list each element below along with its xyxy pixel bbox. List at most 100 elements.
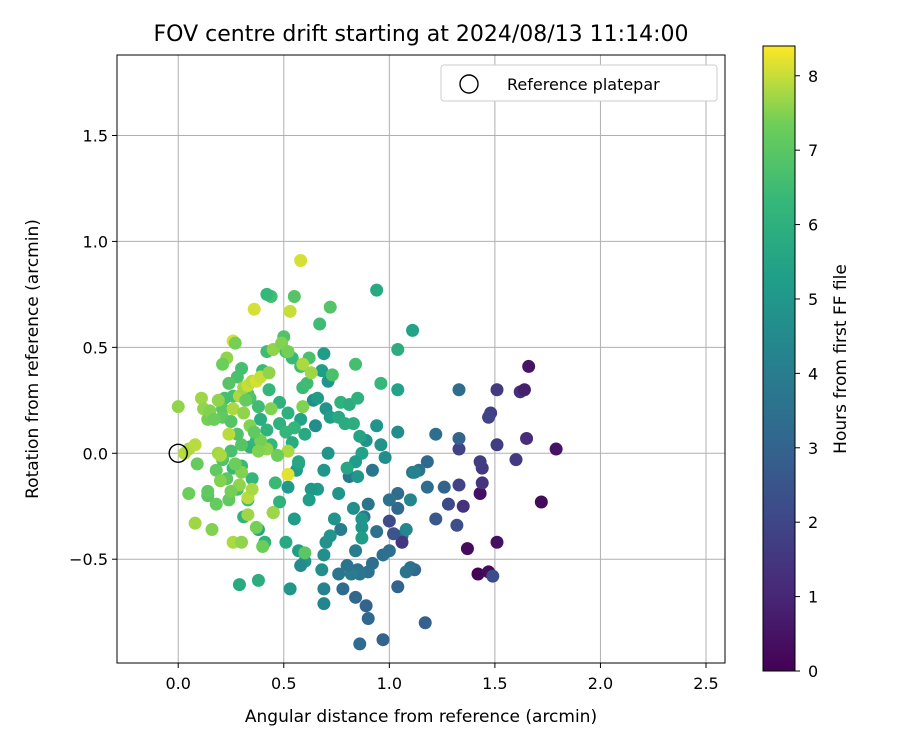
scatter-point <box>296 400 310 414</box>
scatter-point <box>452 431 466 445</box>
colorbar-tick-label: 0 <box>808 662 818 681</box>
y-axis-label: Rotation from reference (arcmin) <box>23 219 43 499</box>
scatter-point <box>281 406 295 420</box>
x-axis-label: Angular distance from reference (arcmin) <box>245 707 597 727</box>
scatter-point <box>452 383 466 397</box>
scatter-point <box>268 476 282 490</box>
scatter-point <box>395 535 409 549</box>
scatter-point <box>292 455 306 469</box>
scatter-point <box>283 304 297 318</box>
scatter-point <box>260 287 274 301</box>
x-tick-label: 1.0 <box>377 674 402 693</box>
scatter-point <box>471 567 485 581</box>
scatter-point <box>429 427 443 441</box>
scatter-point <box>522 359 536 373</box>
colorbar-tick-label: 6 <box>808 216 818 235</box>
scatter-point <box>370 525 384 539</box>
scatter-point <box>317 463 331 477</box>
chart-title: FOV centre drift starting at 2024/08/13 … <box>154 22 689 47</box>
scatter-point <box>281 345 295 359</box>
scatter-point <box>239 393 253 407</box>
scatter-point <box>376 633 390 647</box>
scatter-point <box>391 580 405 594</box>
colorbar-gradient <box>762 45 796 672</box>
scatter-point <box>340 559 354 573</box>
scatter-point <box>376 548 390 562</box>
scatter-point <box>294 559 308 573</box>
scatter-point <box>378 451 392 465</box>
scatter-point <box>382 514 396 528</box>
scatter-point <box>403 493 417 507</box>
colorbar-label: Hours from first FF file <box>831 264 851 454</box>
scatter-point <box>190 457 204 471</box>
y-axis-ticks: −0.5 0.0 0.5 1.0 1.5 <box>69 127 117 569</box>
scatter-point <box>232 578 246 592</box>
scatter-point <box>245 482 259 496</box>
scatter-point <box>349 544 363 558</box>
scatter-point <box>262 366 276 380</box>
y-tick-label: 0.5 <box>83 338 108 357</box>
scatter-point <box>224 444 238 458</box>
scatter-point <box>340 461 354 475</box>
scatter-point <box>249 520 263 534</box>
scatter-point <box>207 412 221 426</box>
scatter-point <box>317 597 331 611</box>
scatter-point <box>241 508 255 522</box>
colorbar-ticks: 0 1 2 3 4 5 6 7 8 <box>795 67 818 681</box>
scatter-point <box>355 531 369 545</box>
legend: Reference platepar <box>440 64 718 102</box>
scatter-point <box>490 535 504 549</box>
scatter-point <box>296 357 310 371</box>
plot-area <box>117 55 725 663</box>
scatter-point <box>213 474 227 488</box>
scatter-point <box>171 400 185 414</box>
x-tick-label: 2.5 <box>693 674 718 693</box>
scatter-point <box>251 573 265 587</box>
scatter-point <box>273 495 287 509</box>
scatter-point <box>201 484 215 498</box>
colorbar-tick-label: 5 <box>808 290 818 309</box>
scatter-point <box>486 569 500 583</box>
scatter-point <box>353 429 367 443</box>
scatter-point <box>281 444 295 458</box>
scatter-point <box>429 512 443 526</box>
scatter-point <box>336 582 350 596</box>
scatter-point <box>287 290 301 304</box>
scatter-point <box>490 383 504 397</box>
y-tick-label: −0.5 <box>69 550 108 569</box>
scatter-point <box>349 357 363 371</box>
scatter-point <box>452 442 466 456</box>
scatter-point <box>270 448 284 462</box>
scatter-point <box>281 480 295 494</box>
scatter-point <box>211 393 225 407</box>
scatter-point <box>226 402 240 416</box>
scatter-point <box>482 410 496 424</box>
scatter-point <box>387 527 401 541</box>
scatter-point <box>361 612 375 626</box>
scatter-point <box>391 342 405 356</box>
scatter-point <box>420 455 434 469</box>
scatter-point <box>327 512 341 526</box>
scatter-point <box>188 516 202 530</box>
scatter-point <box>441 497 455 511</box>
scatter-point <box>298 427 312 441</box>
scatter-point <box>281 467 295 481</box>
scatter-point <box>549 442 563 456</box>
x-axis-ticks: 0.0 0.5 1.0 1.5 2.0 2.5 <box>165 663 719 693</box>
scatter-point <box>450 518 464 532</box>
scatter-point <box>370 419 384 433</box>
scatter-point <box>370 283 384 297</box>
scatter-point <box>279 535 293 549</box>
grid-lines <box>117 55 725 663</box>
scatter-point <box>355 520 369 534</box>
scatter-point <box>399 565 413 579</box>
scatter-point <box>365 463 379 477</box>
reference-platepar-marker <box>168 443 188 463</box>
legend-label: Reference platepar <box>507 75 660 94</box>
scatter-point <box>361 497 375 511</box>
scatter-point <box>287 421 301 435</box>
scatter-point <box>216 357 230 371</box>
scatter-point <box>205 523 219 537</box>
legend-box <box>440 64 718 102</box>
scatter-point <box>509 453 523 467</box>
